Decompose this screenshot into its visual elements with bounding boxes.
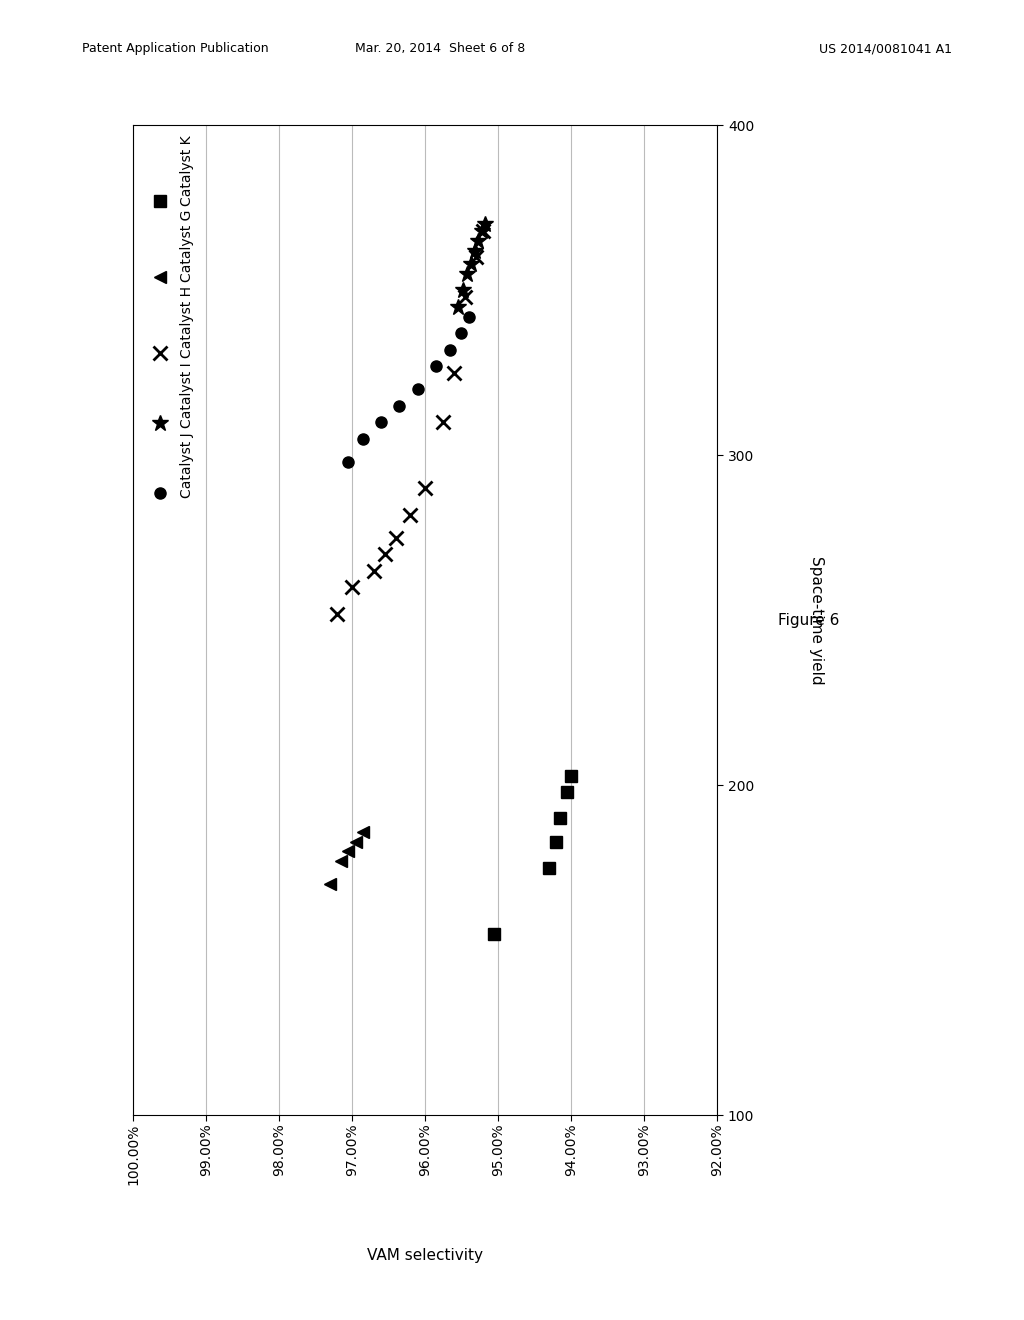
Legend: Catalyst K, Catalyst G, Catalyst H, Catalyst I, Catalyst J: Catalyst K, Catalyst G, Catalyst H, Cata… — [140, 132, 200, 507]
X-axis label: VAM selectivity: VAM selectivity — [367, 1247, 483, 1263]
Text: Patent Application Publication: Patent Application Publication — [82, 42, 268, 55]
Y-axis label: Space-time yield: Space-time yield — [809, 556, 823, 685]
Text: Figure 6: Figure 6 — [778, 612, 840, 628]
Text: US 2014/0081041 A1: US 2014/0081041 A1 — [819, 42, 952, 55]
Text: Mar. 20, 2014  Sheet 6 of 8: Mar. 20, 2014 Sheet 6 of 8 — [355, 42, 525, 55]
